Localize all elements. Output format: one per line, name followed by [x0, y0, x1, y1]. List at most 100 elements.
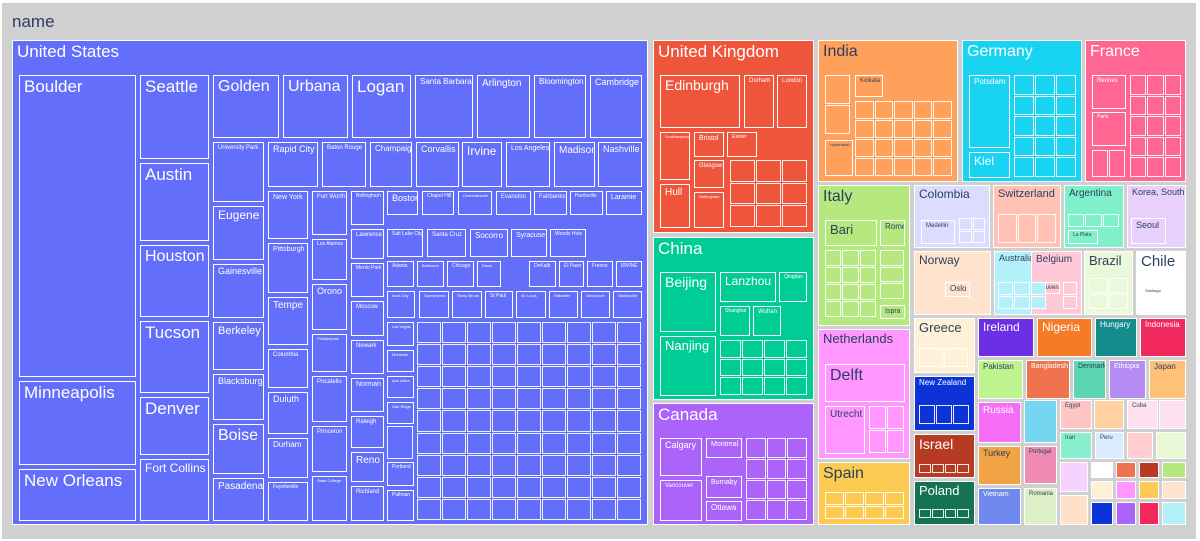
- canada-small-city-cell[interactable]: [746, 438, 766, 458]
- city-united-states-stony-brook[interactable]: Stony Brook: [452, 291, 482, 318]
- us-small-city-cell[interactable]: [592, 410, 616, 432]
- us-small-city-cell[interactable]: [517, 344, 541, 366]
- city-united-states-princeton[interactable]: Princeton: [312, 426, 347, 472]
- city-united-states-chicago[interactable]: Chicago: [447, 261, 474, 287]
- city-united-states-ann-arbor[interactable]: Ann Arbor: [387, 376, 414, 398]
- china-small-city-cell[interactable]: [720, 340, 741, 358]
- spain-small-city-cell[interactable]: [845, 506, 864, 519]
- us-small-city-cell[interactable]: [467, 432, 491, 454]
- city-united-states-baltimore[interactable]: Baltimore: [417, 261, 444, 287]
- us-small-city-cell[interactable]: [417, 498, 441, 520]
- city-canada-ottawa[interactable]: Ottawa: [706, 501, 742, 521]
- india-small-city-cell[interactable]: [894, 139, 913, 157]
- city-united-states-eugene[interactable]: Eugene: [213, 206, 264, 260]
- country-peru[interactable]: Peru: [1095, 432, 1124, 459]
- australia-small-city-cell[interactable]: [1014, 296, 1030, 309]
- city-united-states-syracuse[interactable]: Syracuse: [511, 229, 547, 257]
- city-canada-burnaby[interactable]: Burnaby: [706, 476, 742, 498]
- city-united-states-columbia[interactable]: Columbia: [268, 349, 308, 388]
- city-united-states-boulder[interactable]: Boulder: [19, 75, 136, 377]
- city-united-states-fairbanks[interactable]: Fairbanks: [534, 191, 567, 215]
- france-small-city-cell[interactable]: [1164, 95, 1181, 116]
- city-united-states-golden[interactable]: Golden: [213, 75, 279, 138]
- city-united-states-new-orleans[interactable]: New Orleans: [19, 469, 136, 521]
- italy-small-city-cell[interactable]: [825, 301, 842, 317]
- germany-small-city-cell[interactable]: [1035, 75, 1055, 95]
- spain-small-city-cell[interactable]: [865, 492, 884, 505]
- us-small-city-cell[interactable]: [417, 322, 441, 344]
- italy-small-city-cell[interactable]: [880, 250, 904, 266]
- country-small-cell[interactable]: [1091, 481, 1113, 499]
- india-small-city-cell[interactable]: [933, 120, 952, 138]
- us-small-city-cell[interactable]: [417, 344, 441, 366]
- canada-small-city-cell[interactable]: [766, 458, 787, 479]
- city-united-states-los-alamos[interactable]: Los Alamos: [312, 239, 347, 280]
- country-hungary[interactable]: Hungary: [1095, 318, 1137, 357]
- city-united-states-tucson[interactable]: Tucson: [140, 321, 209, 393]
- us-small-city-cell[interactable]: [387, 426, 413, 459]
- italy-small-city-cell[interactable]: [825, 267, 842, 283]
- city-china-shanghai[interactable]: Shanghai: [720, 306, 750, 336]
- us-small-city-cell[interactable]: [567, 410, 591, 432]
- city-united-states-logan[interactable]: Logan: [352, 75, 411, 138]
- us-small-city-cell[interactable]: [517, 432, 541, 454]
- argentina-small-city-cell[interactable]: [1068, 214, 1085, 227]
- city-united-states-irvine[interactable]: IRVINE: [616, 261, 642, 287]
- france-small-city-cell[interactable]: [1130, 157, 1147, 177]
- india-small-city-cell[interactable]: [855, 158, 874, 176]
- us-small-city-cell[interactable]: [567, 432, 591, 454]
- city-china-lanzhou[interactable]: Lanzhou: [720, 272, 776, 302]
- new-zealand-small-city-cell[interactable]: [919, 405, 935, 424]
- country-iran[interactable]: Iran: [1060, 432, 1092, 459]
- city-united-states-norman[interactable]: Norman: [351, 378, 384, 412]
- india-small-city-cell[interactable]: [894, 120, 913, 138]
- us-small-city-cell[interactable]: [592, 322, 616, 344]
- treemap-root-bar[interactable]: [2, 3, 1196, 37]
- city-united-states-moscow[interactable]: Moscow: [351, 301, 384, 336]
- us-small-city-cell[interactable]: [492, 322, 516, 344]
- italy-small-city-cell[interactable]: [880, 283, 904, 299]
- us-small-city-cell[interactable]: [617, 344, 641, 366]
- us-small-city-cell[interactable]: [617, 366, 641, 388]
- spain-small-city-cell[interactable]: [825, 492, 844, 505]
- city-united-kingdom-southampton[interactable]: Southampton: [660, 132, 690, 180]
- us-small-city-cell[interactable]: [467, 366, 491, 388]
- new-zealand-small-city-cell[interactable]: [936, 405, 952, 424]
- france-small-city-cell[interactable]: [1109, 150, 1125, 177]
- us-small-city-cell[interactable]: [417, 366, 441, 388]
- argentina-small-city-cell[interactable]: [1102, 214, 1119, 227]
- city-united-states-bloomington[interactable]: Bloomington: [534, 75, 586, 138]
- city-united-states-fort-worth[interactable]: Fort Worth: [312, 191, 347, 235]
- city-united-states-arlington[interactable]: Arlington: [477, 75, 530, 138]
- france-small-city-cell[interactable]: [1164, 116, 1181, 136]
- country-indonesia[interactable]: Indonesia: [1140, 318, 1186, 357]
- us-small-city-cell[interactable]: [542, 432, 566, 454]
- italy-small-city-cell[interactable]: [859, 250, 876, 266]
- us-small-city-cell[interactable]: [517, 410, 541, 432]
- france-small-city-cell[interactable]: [1092, 150, 1108, 177]
- us-small-city-cell[interactable]: [567, 322, 591, 344]
- canada-small-city-cell[interactable]: [746, 458, 766, 479]
- country-small-cell[interactable]: [1139, 502, 1159, 525]
- spain-small-city-cell[interactable]: [885, 506, 904, 519]
- city-united-states-newark[interactable]: Newark: [351, 340, 384, 374]
- germany-small-city-cell[interactable]: [1014, 95, 1034, 116]
- city-united-states-state-college[interactable]: State College: [312, 476, 347, 521]
- us-small-city-cell[interactable]: [617, 476, 641, 498]
- city-united-states-urbana[interactable]: Urbana: [283, 75, 348, 138]
- netherlands-small-city-cell[interactable]: [887, 430, 904, 453]
- us-small-city-cell[interactable]: [592, 476, 616, 498]
- us-small-city-cell[interactable]: [542, 344, 566, 366]
- city-united-states-boston[interactable]: Boston: [387, 191, 418, 215]
- italy-small-city-cell[interactable]: [842, 284, 859, 300]
- country-small-cell[interactable]: [1116, 502, 1136, 525]
- israel-small-city-cell[interactable]: [957, 464, 969, 473]
- city-united-states-lawrence[interactable]: Lawrence: [351, 229, 384, 259]
- italy-small-city-cell[interactable]: [825, 250, 842, 266]
- france-small-city-cell[interactable]: [1164, 157, 1181, 177]
- city-united-states-charlottesville[interactable]: Charlottesville: [458, 191, 492, 215]
- us-small-city-cell[interactable]: [517, 454, 541, 476]
- us-small-city-cell[interactable]: [467, 476, 491, 498]
- us-small-city-cell[interactable]: [517, 388, 541, 410]
- china-small-city-cell[interactable]: [764, 358, 785, 377]
